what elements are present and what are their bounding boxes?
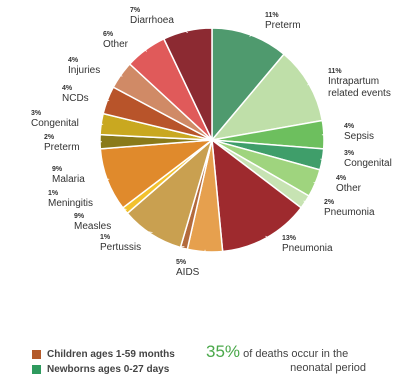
- leader-line-7: [204, 249, 207, 271]
- slice-name-3: Congenital: [344, 158, 392, 169]
- legend-label-children: Children ages 1-59 months: [47, 349, 175, 360]
- leader-line-10: [77, 200, 127, 210]
- slice-name-8: Pertussis: [100, 242, 141, 253]
- slice-percent-8: 1%: [100, 234, 111, 241]
- slice-percent-9: 9%: [74, 213, 85, 220]
- slice-percent-13: 3%: [31, 110, 42, 117]
- leader-line-1: [307, 78, 327, 86]
- slice-name-13: Congenital: [31, 118, 79, 129]
- slice-name-5: Pneumonia: [324, 207, 375, 218]
- legend-swatch-children: [32, 350, 41, 359]
- leader-line-17: [159, 17, 188, 34]
- slice-name-11: Malaria: [52, 174, 85, 185]
- legend-swatch-newborns: [32, 365, 41, 374]
- leader-line-12: [73, 141, 103, 146]
- leader-line-13: [60, 120, 104, 125]
- legend: Children ages 1-59 months Newborns ages …: [32, 347, 175, 377]
- leader-line-3: [320, 158, 343, 162]
- slice-percent-4: 4%: [336, 175, 347, 182]
- callout-text-line1: of deaths occur in the: [243, 348, 349, 360]
- slice-percent-7: 5%: [176, 259, 187, 266]
- slice-percent-15: 4%: [68, 57, 79, 64]
- leader-line-16: [132, 41, 148, 52]
- callout-text-line2: neonatal period: [290, 362, 366, 374]
- slice-percent-12: 2%: [44, 134, 55, 141]
- leader-line-9: [103, 223, 153, 233]
- leader-line-5: [303, 200, 323, 211]
- legend-item-newborns: Newborns ages 0-27 days: [32, 362, 175, 377]
- slice-percent-2: 4%: [344, 123, 355, 130]
- slice-name-14: NCDs: [62, 93, 89, 104]
- slice-percent-10: 1%: [48, 190, 59, 197]
- slice-percent-3: 3%: [344, 150, 355, 157]
- slice-name-7: AIDS: [176, 267, 200, 278]
- slice-name-0: Preterm: [265, 20, 301, 31]
- leader-line-6: [265, 235, 281, 247]
- pie-slice-0: [211, 27, 286, 143]
- slice-percent-14: 4%: [62, 85, 73, 92]
- slice-percent-11: 9%: [52, 166, 63, 173]
- slice-name-6: Pneumonia: [282, 243, 333, 254]
- callout-percent: 35%: [206, 342, 241, 361]
- slice-percent-17: 7%: [130, 7, 141, 14]
- slice-name-9: Measles: [74, 221, 111, 232]
- slice-name-16: Other: [103, 39, 129, 50]
- leader-line-0: [249, 22, 264, 37]
- slice-name-2: Sepsis: [344, 131, 374, 142]
- slice-name-1: Intrapartum: [328, 76, 379, 87]
- slice-percent-6: 13%: [282, 235, 297, 242]
- slice-name-17: Diarrhoea: [130, 15, 174, 26]
- slice-percent-16: 6%: [103, 31, 114, 38]
- slice-percent-0: 11%: [265, 12, 279, 19]
- slice-name-12: Preterm: [44, 142, 80, 153]
- leader-line-15: [97, 67, 123, 77]
- leader-line-11: [81, 176, 110, 180]
- slice-name-4: Other: [336, 183, 362, 194]
- slice-name-10: Meningitis: [48, 198, 93, 209]
- slice-percent-1: 11%: [328, 68, 342, 75]
- legend-item-children: Children ages 1-59 months: [32, 347, 175, 362]
- pie-slice-6: [211, 138, 303, 253]
- slice-percent-5: 2%: [324, 199, 335, 206]
- slice-name-1-line2: related events: [328, 88, 391, 99]
- leader-line-14: [91, 95, 110, 102]
- slice-name-15: Injuries: [68, 65, 100, 76]
- callout-note: 35% of deaths occur in the neonatal peri…: [206, 342, 376, 375]
- legend-label-newborns: Newborns ages 0-27 days: [47, 364, 170, 375]
- pie-slice-17: [162, 27, 213, 141]
- pie-slice-1: [210, 53, 324, 142]
- leader-line-4: [313, 182, 335, 187]
- leader-line-2: [321, 133, 343, 136]
